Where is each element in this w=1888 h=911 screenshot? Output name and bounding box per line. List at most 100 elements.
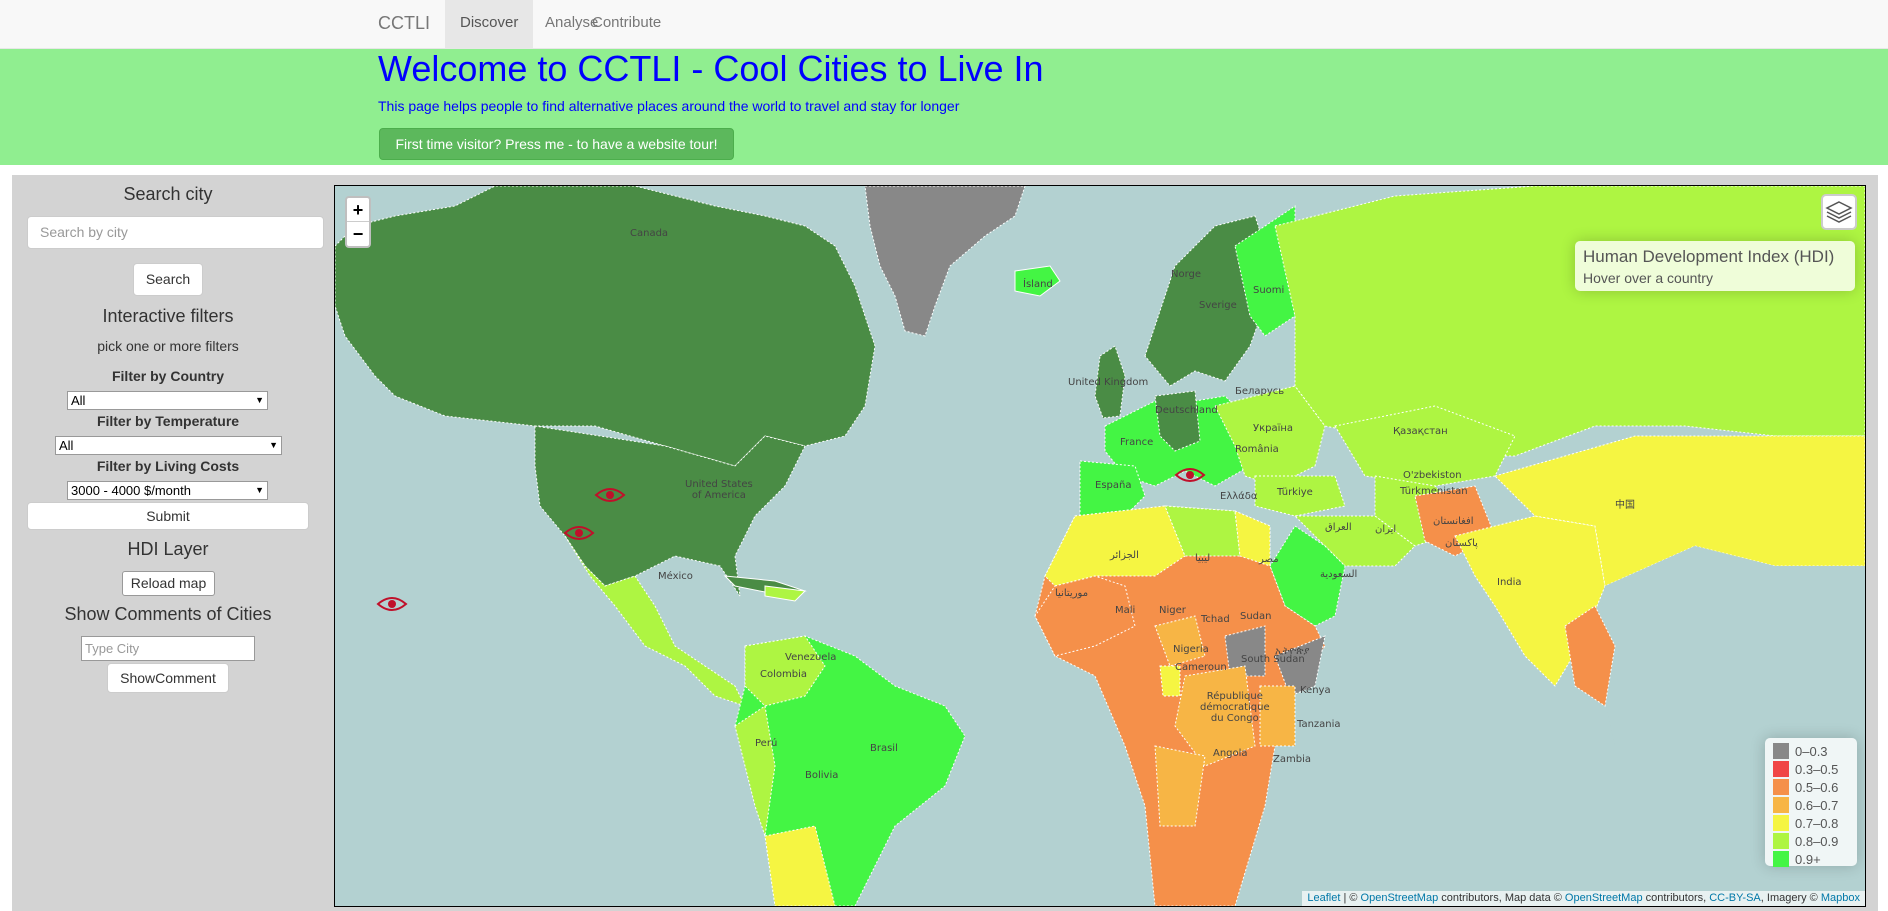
country-iceland[interactable] [1014,265,1061,297]
label-uk: United Kingdom [1068,377,1149,388]
legend-swatch [1773,851,1789,867]
temperature-select[interactable]: All ▼ [55,436,282,455]
label-kazakhstan: Қазақстан [1393,426,1448,437]
zoom-out-button[interactable]: − [352,224,364,244]
layers-button[interactable] [1821,194,1857,230]
mapbox-link[interactable]: Mapbox [1820,892,1860,904]
eye-icon[interactable] [376,595,408,613]
country-usa[interactable] [534,425,806,597]
label-niger: Niger [1159,605,1186,616]
label-brasil: Brasil [870,743,898,754]
country-colombia[interactable] [744,635,826,707]
costs-select[interactable]: 3000 - 4000 $/month ▼ [67,481,268,500]
country-uk[interactable] [1094,345,1126,419]
label-iran: ایران [1375,524,1397,535]
label-deutschland: Deutschland [1155,405,1218,416]
label-ukraina: Україна [1253,423,1294,434]
country-gabon[interactable] [1159,665,1181,697]
country-mali[interactable] [1034,575,1136,657]
country-russia[interactable] [1274,186,1865,457]
license-link[interactable]: CC-BY-SA [1709,892,1761,904]
country-libya[interactable] [1164,505,1241,557]
label-iceland: Ísland [1023,279,1053,290]
label-zambia: Zambia [1273,754,1311,765]
main-panel: Search city Search by city Search Intera… [12,175,1878,911]
hdi-map[interactable]: + − Human Development Index (HDI) Hover … [334,185,1866,907]
label-afghanistan: افغانستان [1433,516,1474,527]
label-norge: Norge [1171,269,1202,280]
city-comment-input[interactable]: Type City [81,636,255,661]
label-romania: România [1235,444,1279,455]
legend-swatch [1773,779,1789,795]
tab-discover[interactable]: Discover [445,0,534,49]
search-button[interactable]: Search [133,263,203,296]
legend-item: 0.5–0.6 [1773,779,1849,797]
country-china[interactable] [1494,435,1865,587]
map-attribution: Leaflet | © OpenStreetMap contributors, … [1302,891,1865,906]
leaflet-link[interactable]: Leaflet [1307,892,1341,904]
country-nigeria[interactable] [1154,615,1206,667]
country-deutschland[interactable] [1154,390,1201,452]
top-navbar: CCTLI Discover Analyse Contribute [0,0,1888,49]
country-canada[interactable] [335,186,876,467]
legend-item: 0.8–0.9 [1773,833,1849,851]
country-algeria[interactable] [1044,505,1186,587]
country-dominican[interactable] [764,585,807,602]
country-tanzania[interactable] [1259,685,1296,747]
search-input[interactable]: Search by city [27,216,324,249]
reload-map-button[interactable]: Reload map [122,571,215,596]
country-peru[interactable] [734,705,776,837]
country-espana[interactable] [1079,460,1146,517]
layers-icon [1825,201,1853,223]
page-title: Welcome to CCTLI - Cool Cities to Live I… [378,48,1044,89]
info-title: Human Development Index (HDI) [1583,247,1835,266]
label-peru: Perú [755,738,778,749]
osm-link[interactable]: OpenStreetMap [1360,892,1439,904]
eye-icon[interactable] [563,524,595,542]
hdi-info-box: Human Development Index (HDI) Hover over… [1575,241,1855,291]
eye-icon[interactable] [594,486,626,504]
country-myanmar[interactable] [1564,605,1616,707]
chevron-down-icon: ▼ [255,485,264,495]
country-south-sudan[interactable] [1224,625,1266,677]
legend-swatch [1773,743,1789,759]
costs-filter-label: Filter by Living Costs [96,458,240,474]
zoom-in-button[interactable]: + [347,198,369,222]
label-nigeria: Nigeria [1173,644,1209,655]
label-sudan: Sudan [1240,611,1272,622]
legend-item: 0–0.3 [1773,743,1849,761]
chevron-down-icon: ▼ [255,395,264,405]
label-kenya: Kenya [1300,685,1331,696]
legend-item: 0.7–0.8 [1773,815,1849,833]
label-angola: Angola [1213,748,1248,759]
show-comment-button[interactable]: ShowComment [107,663,229,693]
tab-contribute[interactable]: Contribute [592,14,662,31]
tab-analyse[interactable]: Analyse [545,14,599,31]
filter-sidebar: Search city Search by city Search Intera… [12,175,332,911]
hdi-legend: 0–0.3 0.3–0.5 0.5–0.6 0.6–0.7 0.7–0.8 0.… [1765,738,1857,869]
country-congo[interactable] [1174,665,1256,767]
country-somalia[interactable] [1274,635,1326,697]
brand-link[interactable]: CCTLI [378,13,431,33]
country-greenland[interactable] [864,186,1026,337]
country-bolivia[interactable] [764,825,836,906]
osm-link-2[interactable]: OpenStreetMap [1564,892,1643,904]
country-angola[interactable] [1154,745,1206,827]
label-tchad: Tchad [1201,614,1230,625]
country-select[interactable]: All ▼ [67,391,268,410]
label-colombia: Colombia [760,669,807,680]
country-turkiye[interactable] [1254,475,1346,517]
label-ethiopia: ኢትዮጵያ [1275,646,1310,657]
legend-item: 0.9+ [1773,851,1849,869]
hdi-heading: HDI Layer [127,539,209,559]
zoom-control: + − [345,196,371,248]
submit-filters-button[interactable]: Submit [27,502,309,530]
country-egypt[interactable] [1234,510,1271,567]
country-select-value: All [71,393,86,408]
country-mexico[interactable] [564,535,746,707]
label-sverige: Sverige [1199,300,1237,311]
map-countries [335,186,1865,906]
eye-icon[interactable] [1174,466,1206,484]
website-tour-button[interactable]: First time visitor? Press me - to have a… [379,128,734,160]
legend-swatch [1773,761,1789,777]
